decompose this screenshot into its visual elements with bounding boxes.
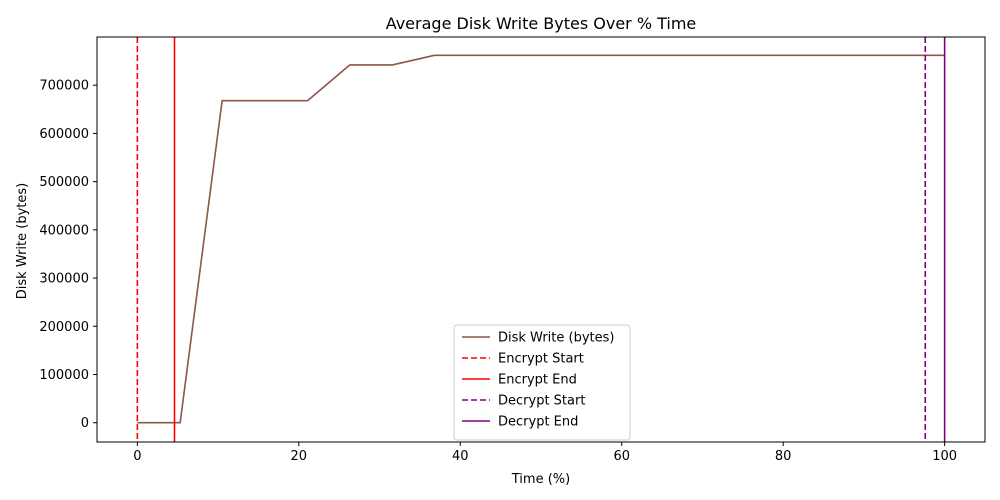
x-tick-label: 0 — [133, 449, 141, 464]
y-tick-label: 300000 — [39, 272, 89, 287]
legend-label: Decrypt Start — [498, 394, 585, 409]
legend-label: Encrypt Start — [498, 352, 584, 367]
y-tick-label: 0 — [81, 416, 89, 431]
legend-label: Encrypt End — [498, 373, 577, 388]
y-tick-label: 600000 — [39, 127, 89, 142]
y-tick-label: 400000 — [39, 223, 89, 238]
y-axis-label: Disk Write (bytes) — [15, 183, 30, 299]
x-tick-label: 20 — [291, 449, 308, 464]
x-tick-label: 40 — [452, 449, 469, 464]
y-tick-label: 500000 — [39, 175, 89, 190]
y-tick-label: 700000 — [39, 79, 89, 94]
chart-title: Average Disk Write Bytes Over % Time — [386, 14, 697, 33]
x-tick-label: 100 — [932, 449, 957, 464]
legend-label: Disk Write (bytes) — [498, 331, 614, 346]
x-tick-label: 80 — [775, 449, 792, 464]
x-tick-label: 60 — [613, 449, 630, 464]
legend-box — [453, 324, 631, 441]
plot-frame — [96, 36, 986, 443]
y-tick-label: 200000 — [39, 320, 89, 335]
y-tick-label: 100000 — [39, 368, 89, 383]
x-axis-label: Time (%) — [511, 472, 570, 487]
series-line-0 — [137, 54, 945, 424]
legend-label: Decrypt End — [498, 415, 578, 430]
